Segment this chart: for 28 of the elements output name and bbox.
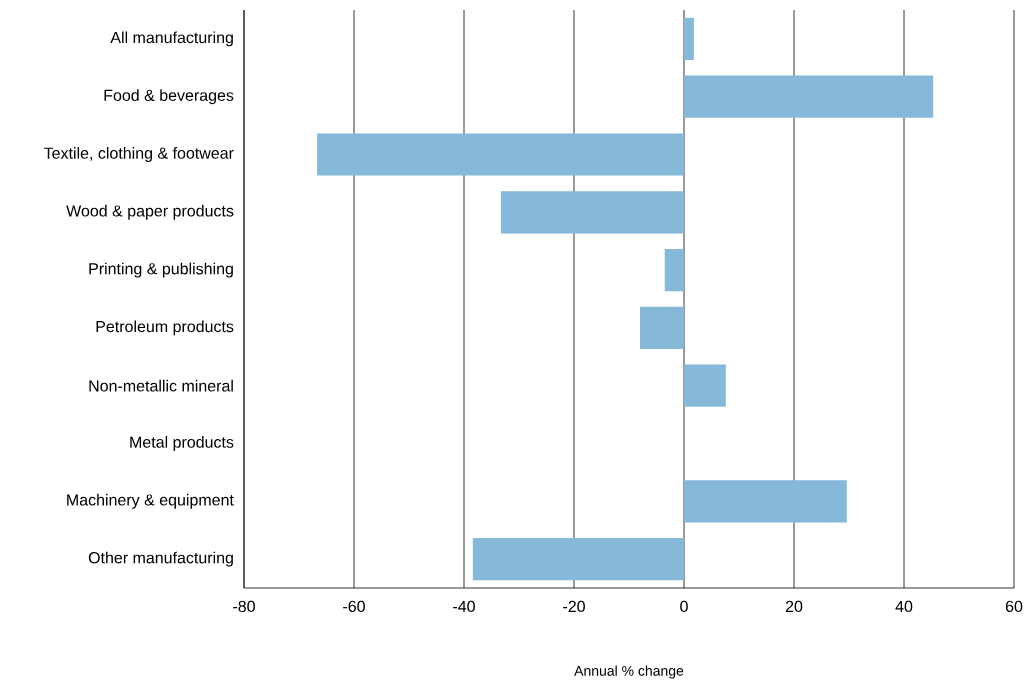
bar — [684, 75, 934, 118]
x-tick-label: 40 — [895, 600, 913, 613]
x-tick-label: 20 — [785, 600, 803, 613]
y-tick-label: All manufacturing — [110, 31, 233, 47]
bar — [640, 306, 685, 349]
y-tick-label: Other manufacturing — [88, 551, 233, 567]
bar — [317, 133, 685, 176]
y-tick-label: Wood & paper products — [66, 204, 234, 220]
y-tick-label: Food & beverages — [104, 89, 234, 105]
x-tick-label: 60 — [1005, 600, 1023, 613]
x-tick-label: -60 — [343, 600, 365, 613]
x-axis-title: Annual % change — [574, 665, 684, 679]
bar — [500, 191, 685, 234]
x-tick-label: -20 — [563, 600, 585, 613]
y-tick-label: Machinery & equipment — [67, 493, 234, 509]
bar — [664, 249, 685, 292]
y-tick-label: Metal products — [130, 436, 234, 451]
y-tick-label: Textile, clothing & footwear — [43, 147, 234, 162]
bar — [684, 17, 694, 60]
bar — [472, 538, 685, 581]
bar — [684, 480, 847, 523]
x-tick-label: -40 — [453, 600, 475, 613]
y-tick-label: Printing & publishing — [89, 262, 233, 278]
bar — [684, 364, 726, 407]
y-tick-label: Non-metallic mineral — [89, 379, 233, 392]
x-tick-label: -80 — [233, 600, 255, 613]
y-tick-label: Petroleum products — [96, 320, 234, 336]
x-tick-label: 0 — [680, 600, 688, 613]
